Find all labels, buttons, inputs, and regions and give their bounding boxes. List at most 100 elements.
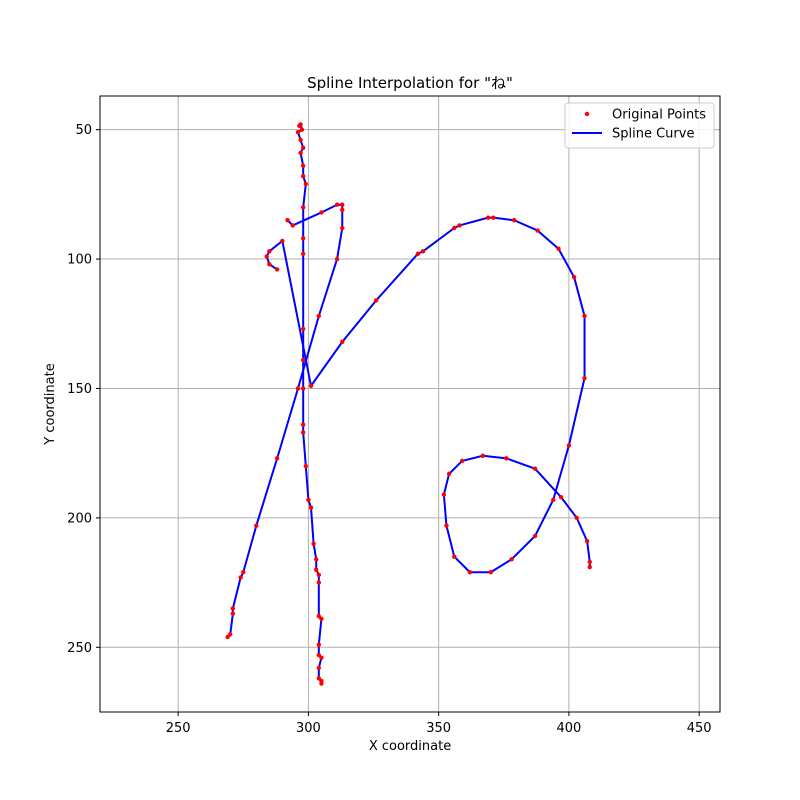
original-point (300, 357, 306, 363)
original-point (420, 249, 426, 254)
original-point (558, 494, 564, 500)
original-point (319, 681, 324, 686)
original-point (319, 210, 324, 215)
x-tick-label: 450 (687, 721, 712, 736)
original-point (316, 665, 322, 671)
original-point (334, 256, 340, 262)
original-point (491, 215, 496, 220)
original-point (415, 251, 421, 257)
original-point (488, 570, 493, 575)
original-point (340, 207, 345, 213)
y-tick-label: 50 (75, 123, 92, 138)
legend-marker-original-points (584, 111, 590, 117)
y-tick-label: 150 (67, 382, 92, 397)
original-point (290, 223, 295, 228)
original-point (300, 251, 306, 257)
original-point (225, 634, 230, 640)
original-point (316, 642, 322, 647)
original-point (485, 215, 491, 220)
original-point (298, 122, 303, 127)
original-point (319, 616, 324, 622)
original-point (298, 137, 303, 143)
original-point (551, 497, 556, 502)
original-point (295, 130, 301, 135)
chart-title: Spline Interpolation for "ね" (307, 74, 513, 92)
original-point (480, 453, 486, 458)
x-tick-label: 250 (166, 721, 191, 736)
original-point (300, 145, 306, 150)
original-point (267, 249, 272, 254)
original-point (566, 443, 572, 448)
original-point (300, 386, 306, 391)
original-point (319, 655, 324, 660)
original-point (274, 267, 280, 272)
original-point (254, 523, 259, 528)
original-point (303, 181, 308, 187)
original-point (441, 492, 447, 497)
y-axis-label: Y coordinate (43, 363, 58, 445)
original-point (267, 262, 272, 267)
original-point (340, 202, 345, 207)
original-point (300, 163, 306, 169)
original-point (571, 274, 577, 280)
original-point (300, 205, 306, 210)
original-point (467, 570, 473, 575)
original-point (280, 238, 285, 244)
original-point (582, 375, 587, 381)
original-point (285, 218, 290, 223)
original-point (334, 202, 340, 207)
original-point (504, 456, 509, 461)
original-point (300, 430, 306, 435)
original-point (230, 606, 236, 611)
y-tick-label: 100 (67, 253, 92, 268)
original-point (316, 313, 322, 319)
original-point (444, 523, 449, 528)
original-point (340, 339, 345, 345)
x-axis-label: X coordinate (369, 739, 451, 754)
original-point (308, 505, 314, 510)
original-point (556, 246, 561, 251)
original-point (457, 223, 462, 228)
y-tick-label: 200 (67, 511, 92, 526)
legend-label-original-points: Original Points (612, 108, 706, 123)
legend: Original Points Spline Curve (564, 102, 715, 149)
original-point (300, 326, 306, 332)
plot-area (225, 122, 592, 686)
original-point (230, 611, 236, 616)
original-point (264, 254, 269, 259)
axis-ticks: 250 300 350 400 450 50 100 150 200 250 (67, 123, 711, 736)
x-tick-label: 400 (556, 721, 581, 736)
original-point (532, 466, 538, 471)
original-point (535, 228, 540, 233)
original-point (314, 567, 319, 572)
original-point (587, 564, 592, 570)
original-point (311, 541, 316, 546)
axes-frame (99, 95, 721, 713)
original-point (574, 515, 579, 521)
original-point (459, 458, 465, 464)
original-point (274, 456, 280, 461)
grid (100, 96, 720, 712)
original-point (300, 236, 306, 241)
original-point (587, 559, 592, 565)
original-point (452, 225, 457, 231)
original-point (373, 298, 379, 303)
y-tick-label: 250 (67, 641, 92, 656)
original-point (238, 575, 243, 580)
original-point (308, 383, 314, 389)
original-point (303, 463, 308, 469)
original-point (316, 580, 322, 585)
x-tick-label: 350 (426, 721, 451, 736)
original-point (241, 570, 246, 575)
original-point (300, 422, 306, 427)
original-point (316, 572, 322, 578)
original-point (452, 554, 457, 559)
original-point (584, 538, 590, 544)
original-point (314, 557, 319, 562)
original-point (295, 386, 301, 391)
original-point (582, 313, 587, 319)
original-point (512, 218, 517, 223)
x-tick-label: 300 (296, 721, 321, 736)
original-point (446, 471, 452, 477)
